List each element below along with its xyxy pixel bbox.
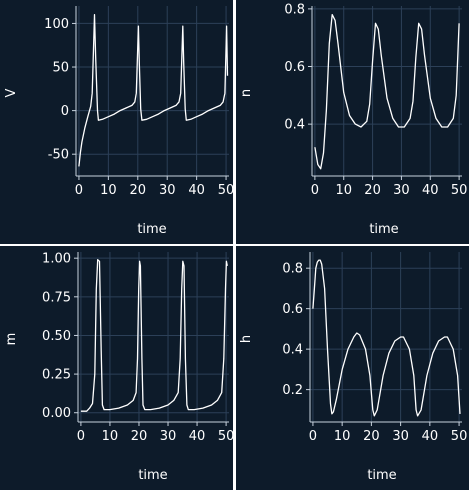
y-axis-label-n: n bbox=[239, 89, 254, 97]
x-tick-label-h: 20 bbox=[363, 429, 380, 444]
x-tick-label-m: 10 bbox=[102, 429, 119, 444]
x-tick-label-m: 40 bbox=[189, 429, 206, 444]
series-line-h bbox=[312, 259, 461, 417]
x-tick-label-v: 10 bbox=[100, 183, 117, 198]
y-tick-label-v: -50 bbox=[48, 148, 69, 163]
x-ticks-n: 0 10 20 30 40 50 bbox=[311, 176, 468, 198]
x-axis-label-v: time bbox=[137, 222, 166, 237]
x-tick-label-v: 50 bbox=[218, 183, 233, 198]
y-tick-label-m: 0.75 bbox=[42, 290, 71, 305]
x-ticks-h: 0 10 20 30 40 50 bbox=[309, 422, 468, 444]
y-ticks-v: -50 0 50 100 bbox=[44, 17, 76, 163]
y-tick-label-h: 0.6 bbox=[282, 302, 303, 317]
x-tick-label-m: 30 bbox=[160, 429, 177, 444]
x-tick-label-n: 40 bbox=[422, 183, 439, 198]
plot-area-v bbox=[75, 6, 229, 177]
x-tick-label-v: 0 bbox=[75, 183, 83, 198]
x-tick-label-h: 50 bbox=[451, 429, 468, 444]
y-ticks-n: 0.4 0.6 0.8 bbox=[284, 2, 312, 133]
plot-panel-h: 0.2 0.4 0.6 0.8 0 10 20 30 40 50 time h bbox=[236, 246, 469, 490]
y-tick-label-n: 0.8 bbox=[284, 2, 305, 17]
y-ticks-h: 0.2 0.4 0.6 0.8 bbox=[282, 262, 310, 398]
y-tick-label-v: 100 bbox=[44, 17, 69, 32]
plot-area-n bbox=[311, 6, 462, 177]
y-axis-label-m: m bbox=[4, 333, 19, 346]
y-ticks-m: 0.00 0.25 0.50 0.75 1.00 bbox=[42, 252, 78, 421]
x-tick-label-v: 30 bbox=[159, 183, 176, 198]
x-tick-label-n: 0 bbox=[311, 183, 319, 198]
y-axis-label-v: V bbox=[4, 88, 19, 97]
plot-h: 0.2 0.4 0.6 0.8 0 10 20 30 40 50 time h bbox=[239, 252, 468, 483]
x-tick-label-v: 20 bbox=[130, 183, 147, 198]
plot-area-h bbox=[309, 252, 462, 423]
y-tick-label-v: 0 bbox=[61, 104, 69, 119]
x-tick-label-h: 40 bbox=[422, 429, 439, 444]
x-tick-label-m: 20 bbox=[131, 429, 148, 444]
plot-m: 0.00 0.25 0.50 0.75 1.00 0 10 20 30 40 50 time m bbox=[4, 252, 233, 483]
x-ticks-v: 0 10 20 30 40 50 bbox=[75, 176, 233, 198]
x-axis-label-m: time bbox=[138, 468, 167, 483]
x-tick-label-h: 0 bbox=[309, 429, 317, 444]
x-tick-label-m: 50 bbox=[218, 429, 233, 444]
x-tick-label-h: 30 bbox=[392, 429, 409, 444]
y-tick-label-h: 0.2 bbox=[282, 383, 303, 398]
x-tick-label-n: 10 bbox=[335, 183, 352, 198]
x-tick-label-v: 40 bbox=[188, 183, 205, 198]
x-tick-label-n: 50 bbox=[451, 183, 468, 198]
plot-area-m bbox=[77, 252, 229, 423]
x-axis-label-n: time bbox=[369, 222, 398, 237]
plot-panel-m: 0.00 0.25 0.50 0.75 1.00 0 10 20 30 40 50 time m bbox=[0, 246, 233, 490]
y-tick-label-m: 0.25 bbox=[42, 368, 71, 383]
x-tick-label-m: 0 bbox=[77, 429, 85, 444]
x-ticks-m: 0 10 20 30 40 50 bbox=[77, 422, 233, 444]
y-tick-label-v: 50 bbox=[52, 61, 69, 76]
x-tick-label-n: 20 bbox=[364, 183, 381, 198]
x-axis-label-h: time bbox=[367, 468, 396, 483]
series-line-m bbox=[80, 259, 228, 412]
plot-n: 0.4 0.6 0.8 0 10 20 30 40 50 time n bbox=[239, 2, 468, 237]
y-tick-label-m: 0.50 bbox=[42, 329, 71, 344]
y-tick-label-m: 1.00 bbox=[42, 252, 71, 267]
plot-panel-n: 0.4 0.6 0.8 0 10 20 30 40 50 time n bbox=[236, 0, 469, 244]
plot-v: -50 0 50 100 0 10 20 30 40 50 time V bbox=[4, 6, 233, 237]
y-tick-label-h: 0.4 bbox=[282, 343, 303, 358]
series-line-n bbox=[314, 13, 460, 170]
y-tick-label-h: 0.8 bbox=[282, 262, 303, 277]
y-tick-label-n: 0.4 bbox=[284, 118, 305, 133]
plot-panel-v: -50 0 50 100 0 10 20 30 40 50 time V bbox=[0, 0, 233, 244]
x-tick-label-h: 10 bbox=[334, 429, 351, 444]
y-axis-label-h: h bbox=[239, 335, 254, 343]
x-tick-label-n: 30 bbox=[393, 183, 410, 198]
y-tick-label-n: 0.6 bbox=[284, 60, 305, 75]
series-line-v bbox=[78, 14, 229, 167]
y-tick-label-m: 0.00 bbox=[42, 406, 71, 421]
